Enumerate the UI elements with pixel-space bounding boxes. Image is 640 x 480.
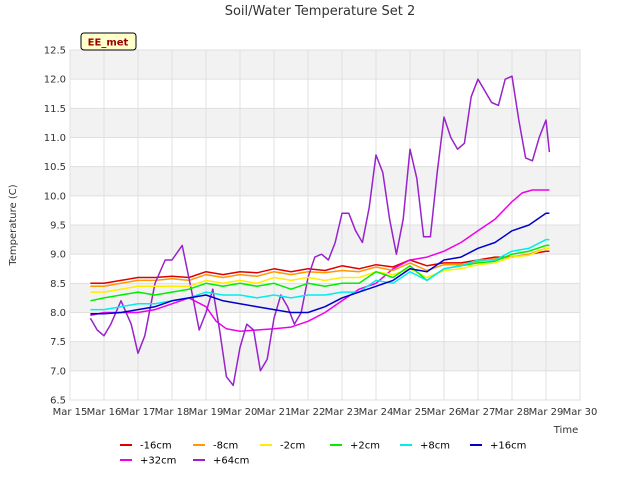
y-tick-label: 9.0 [50,250,66,261]
x-tick-label: Mar 24 [359,407,394,418]
legend-label: +2cm [350,441,380,452]
legend-label: +64cm [213,456,249,467]
x-tick-label: Mar 21 [257,407,292,418]
legend-label: -16cm [140,441,172,452]
legend-label: +32cm [140,456,176,467]
x-tick-label: Mar 25 [393,407,428,418]
y-tick-label: 11.5 [44,104,66,115]
series-line-16cm [90,212,550,315]
station-badge-text: EE_met [88,38,129,49]
plot-band [70,50,580,80]
series-line-2cm [90,244,550,302]
plot-band [70,283,580,313]
x-tick-label: Mar 18 [155,407,190,418]
plot-background [69,49,581,401]
plot-band [70,166,580,196]
legend-label: +16cm [490,441,526,452]
x-tick-label: Mar 23 [325,407,360,418]
x-tick-label: Mar 26 [427,407,462,418]
legend-label: +8cm [420,441,450,452]
x-axis-label: Time [553,425,578,436]
x-tick-label: Mar 19 [189,407,224,418]
x-tick-label: Mar 16 [87,407,122,418]
y-tick-label: 10.0 [44,191,66,202]
plot-band [70,312,580,342]
x-tick-label: Mar 29 [529,407,564,418]
x-tick-label: Mar 30 [563,407,598,418]
series-line-32cm [90,189,550,332]
series-line-8cm [90,238,550,311]
plot-band [70,370,580,400]
x-axis-ticks: Mar 15 Mar 16 Mar 17 Mar 18 Mar 19 Mar 20 Mar … [53,407,598,418]
y-tick-label: 6.5 [50,396,66,407]
series-line-2cm [90,247,550,293]
chart-title: Soil/Water Temperature Set 2 [225,4,416,19]
plot-band [70,225,580,255]
plot-band [70,341,580,371]
y-tick-label: 8.5 [50,279,66,290]
y-tick-label: 7.5 [50,337,66,348]
y-tick-label: 11.0 [44,133,66,144]
y-tick-label: 12.0 [44,75,66,86]
legend: -16cm +32cm -8cm +64cm -2cm +2cm +8cm +16cm [120,441,526,467]
x-tick-label: Mar 15 [53,407,88,418]
y-axis-label: Temperature (C) [8,184,19,266]
plot-band [70,108,580,138]
y-tick-label: 8.0 [50,308,66,319]
series-line-64cm [89,75,551,387]
legend-label: -2cm [280,441,305,452]
legend-label: -8cm [213,441,238,452]
plot-band [70,195,580,225]
x-tick-label: Mar 28 [495,407,530,418]
y-tick-label: 10.5 [44,162,66,173]
series-line-16cm [90,250,550,285]
plot-band [70,137,580,167]
y-tick-label: 9.5 [50,221,66,232]
station-badge: EE_met [80,32,137,51]
y-axis-ticks: 6.5 7.0 7.5 8.0 8.5 9.0 9.5 10.0 10.5 11.0 11.5 12.… [44,46,66,407]
x-tick-label: Mar 17 [121,407,156,418]
series-lines [89,75,551,387]
x-tick-label: Mar 20 [223,407,258,418]
y-tick-label: 12.5 [44,46,66,57]
x-tick-label: Mar 22 [291,407,326,418]
grid-lines [69,49,581,401]
x-tick-label: Mar 27 [461,407,496,418]
y-tick-label: 7.0 [50,366,66,377]
station-badge-box [80,32,137,51]
